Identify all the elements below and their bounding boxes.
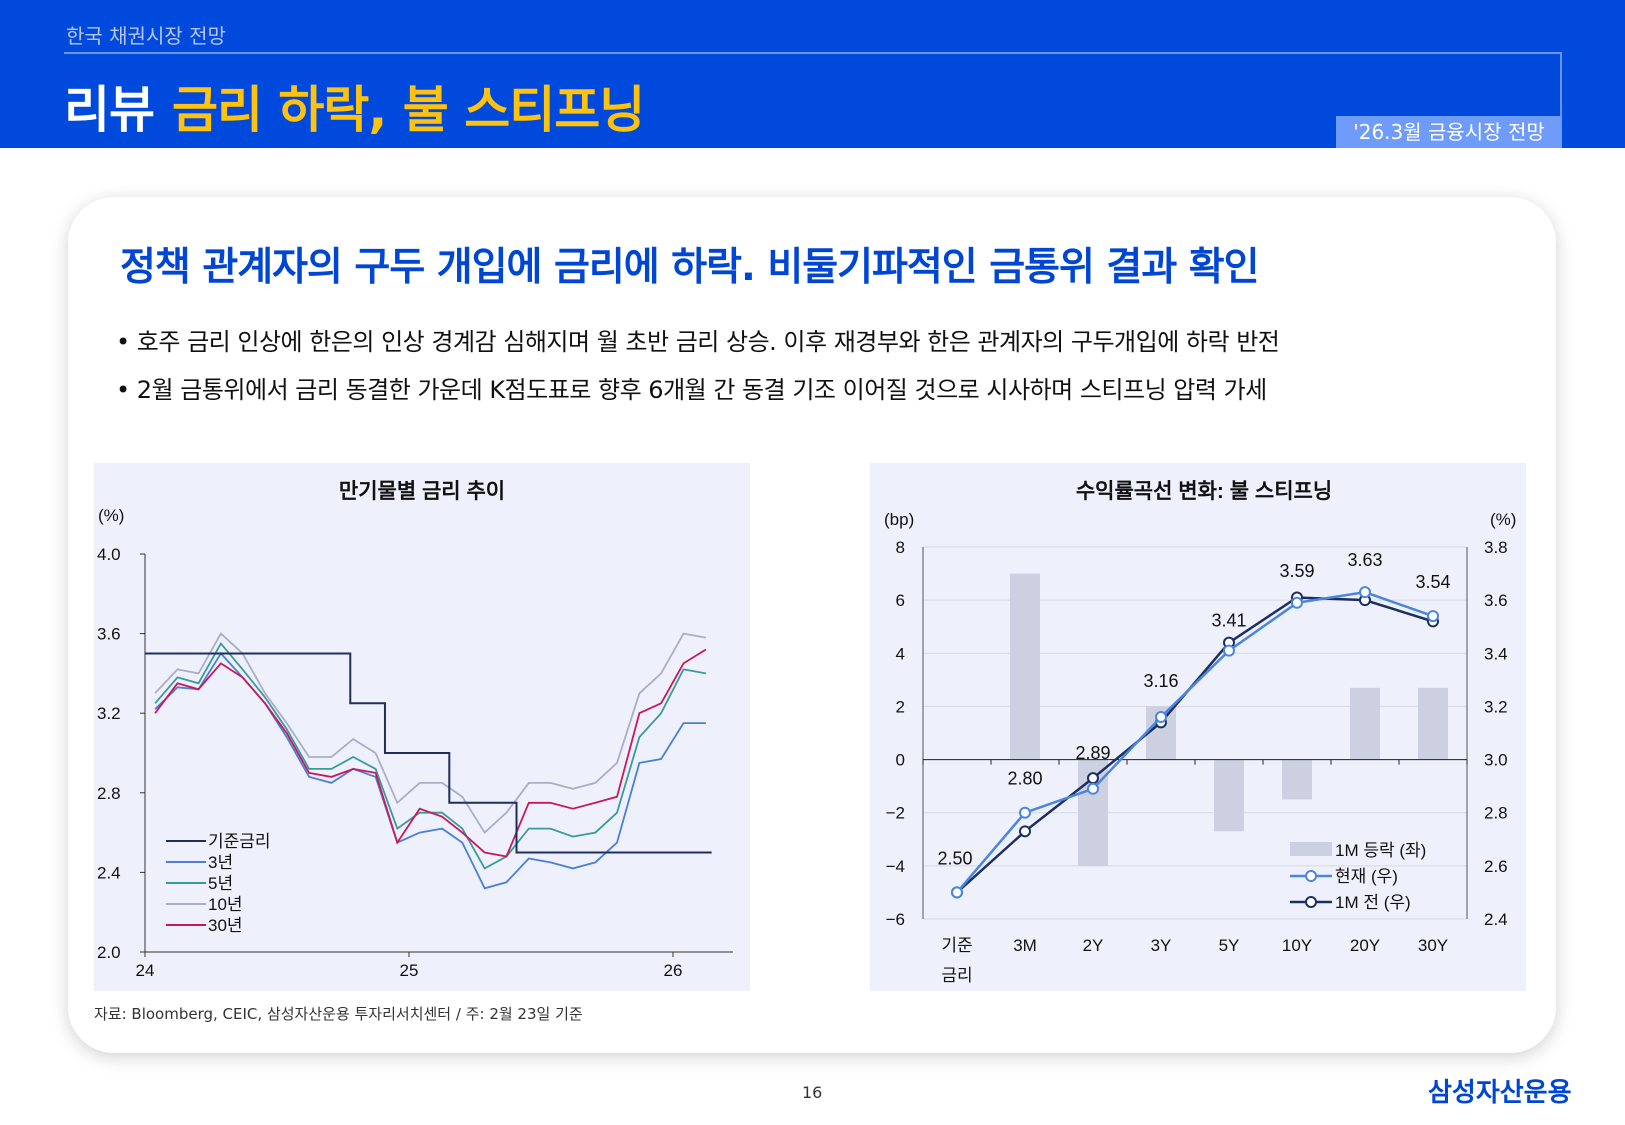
series-marker-0	[1019, 806, 1031, 819]
series-line-0	[956, 590, 1434, 894]
series-marker-0	[1427, 610, 1439, 623]
series-marker-0	[1087, 782, 1099, 795]
legend-label: 30년	[208, 916, 243, 935]
section-label: 한국 채권시장 전망	[66, 24, 226, 48]
left-tick-label: −6	[886, 910, 905, 929]
title-highlight: 금리 하락, 불 스티프닝	[172, 81, 645, 139]
yield-curve-chart: 수익률곡선 변화: 불 스티프닝 (bp) (%) −6 −4 −2 0 2 4 6 8 2.4 2.6…	[870, 463, 1526, 991]
header-divider-vertical	[1560, 52, 1562, 118]
y-tick-label: 2.0	[97, 943, 121, 962]
x-tick-label: 3Y	[1151, 936, 1172, 955]
company-logo: 삼성자산운용	[1428, 1078, 1572, 1108]
chart-title: 만기물별 금리 추이	[339, 480, 505, 503]
left-tick-label: 6	[896, 591, 905, 610]
left-tick-label: −2	[886, 804, 905, 823]
data-label: 3.59	[1279, 561, 1314, 581]
data-label: 3.63	[1347, 550, 1382, 570]
chart-title: 수익률곡선 변화: 불 스티프닝	[1076, 480, 1332, 503]
legend-swatch-bars	[1290, 842, 1332, 856]
bar-1	[1010, 573, 1040, 760]
legend-swatch-marker	[1305, 896, 1317, 908]
legend-label: 기준금리	[208, 832, 271, 851]
data-label: 3.54	[1415, 572, 1450, 592]
header-banner: 한국 채권시장 전망 리뷰 금리 하락, 불 스티프닝 '26.3월 금융시장 전…	[0, 0, 1625, 148]
x-tick-label: 금리	[941, 966, 972, 985]
x-tick-label: 20Y	[1350, 936, 1380, 955]
series-marker-1	[1087, 772, 1099, 785]
series-marker-0	[1155, 711, 1167, 724]
legend-label: 10년	[208, 895, 243, 914]
y-tick-label: 3.6	[97, 625, 121, 644]
series-marker-0	[951, 886, 963, 899]
content-heading: 정책 관계자의 구두 개입에 금리에 하락. 비둘기파적인 금통위 결과 확인	[120, 245, 1260, 290]
right-tick-label: 3.4	[1484, 644, 1508, 663]
x-tick-label: 5Y	[1219, 936, 1240, 955]
left-tick-label: 4	[896, 644, 905, 663]
source-note: 자료: Bloomberg, CEIC, 삼성자산운용 투자리서치센터 / 주:…	[94, 1005, 583, 1023]
right-axis-unit: (%)	[1490, 510, 1516, 529]
bar-7	[1418, 687, 1448, 760]
legend-swatch-marker	[1305, 870, 1317, 882]
y-tick-label: 3.2	[97, 704, 121, 723]
x-tick-label: 25	[400, 961, 419, 980]
y-tick-label: 2.4	[97, 863, 121, 882]
data-label: 2.89	[1075, 743, 1110, 763]
x-tick-label: 3M	[1013, 936, 1037, 955]
series-marker-0	[1359, 586, 1371, 599]
data-label: 2.50	[937, 848, 972, 868]
y-tick-label: 4.0	[97, 545, 121, 564]
bar-4	[1214, 759, 1244, 832]
right-tick-label: 3.8	[1484, 538, 1508, 557]
yield-curve-svg: 수익률곡선 변화: 불 스티프닝 (bp) (%) −6 −4 −2 0 2 4 6 8 2.4 2.6…	[884, 480, 1516, 985]
x-tick-label: 기준	[941, 936, 972, 955]
right-tick-label: 3.6	[1484, 591, 1508, 610]
bar-6	[1350, 687, 1380, 760]
legend-label: 3년	[208, 853, 233, 872]
legend-label: 1M 전 (우)	[1335, 893, 1411, 912]
series-marker-0	[1291, 596, 1303, 609]
right-tick-label: 3.2	[1484, 697, 1508, 716]
data-label: 3.16	[1143, 671, 1178, 691]
rates-chart-svg: 만기물별 금리 추이 (%) 2.0 2.4 2.8 3.2 3.6 4.0 24 25 26 기준금…	[97, 480, 733, 980]
page-number: 16	[802, 1083, 823, 1102]
header-divider	[64, 52, 1562, 54]
right-tick-label: 3.0	[1484, 751, 1508, 770]
x-tick-label: 10Y	[1282, 936, 1312, 955]
series-line-4	[154, 632, 707, 834]
right-tick-label: 2.4	[1484, 910, 1508, 929]
legend-label: 현재 (우)	[1335, 867, 1398, 886]
x-tick-label: 26	[664, 961, 683, 980]
left-tick-label: 2	[896, 697, 905, 716]
data-label: 2.80	[1007, 769, 1042, 789]
x-tick-label: 2Y	[1083, 936, 1104, 955]
series-marker-1	[1019, 825, 1031, 838]
right-tick-label: 2.8	[1484, 804, 1508, 823]
series-line-1	[145, 652, 712, 854]
series-marker-0	[1223, 644, 1235, 657]
report-badge: '26.3월 금융시장 전망	[1336, 116, 1562, 148]
bullet-1: • 호주 금리 인상에 한은의 인상 경계감 심해지며 월 초반 금리 상승. …	[116, 328, 1280, 356]
left-tick-label: −4	[886, 857, 905, 876]
data-label: 3.41	[1211, 611, 1246, 631]
left-axis-unit: (bp)	[884, 510, 914, 529]
y-tick-label: 2.8	[97, 784, 121, 803]
rates-by-maturity-chart: 만기물별 금리 추이 (%) 2.0 2.4 2.8 3.2 3.6 4.0 24 25 26 기준금…	[94, 463, 750, 991]
left-tick-label: 0	[896, 751, 905, 770]
left-tick-label: 8	[896, 538, 905, 557]
legend-label: 5년	[208, 874, 233, 893]
page-title: 리뷰 금리 하락, 불 스티프닝	[64, 70, 645, 142]
title-prefix: 리뷰	[64, 81, 155, 139]
legend-label: 1M 등락 (좌)	[1335, 841, 1426, 860]
y-axis-unit: (%)	[98, 506, 124, 525]
x-tick-label: 30Y	[1418, 936, 1448, 955]
series-line-5	[154, 648, 707, 858]
right-tick-label: 2.6	[1484, 857, 1508, 876]
bullet-2: • 2월 금통위에서 금리 동결한 가운데 K점도표로 향후 6개월 간 동결 …	[116, 376, 1267, 404]
x-tick-label: 24	[136, 961, 155, 980]
bar-5	[1282, 759, 1312, 800]
